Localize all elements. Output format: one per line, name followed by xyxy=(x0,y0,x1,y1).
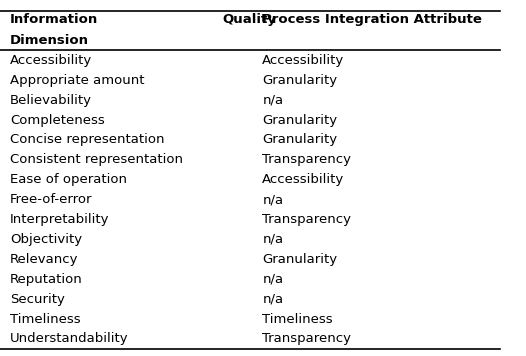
Text: Accessibility: Accessibility xyxy=(262,173,345,186)
Text: n/a: n/a xyxy=(262,233,284,246)
Text: Consistent representation: Consistent representation xyxy=(10,153,183,166)
Text: n/a: n/a xyxy=(262,273,284,286)
Text: Transparency: Transparency xyxy=(262,213,351,226)
Text: Transparency: Transparency xyxy=(262,333,351,345)
Text: Granularity: Granularity xyxy=(262,253,338,266)
Text: Accessibility: Accessibility xyxy=(10,54,92,67)
Text: n/a: n/a xyxy=(262,193,284,206)
Text: Process Integration Attribute: Process Integration Attribute xyxy=(262,13,482,26)
Text: Concise representation: Concise representation xyxy=(10,134,165,146)
Text: Granularity: Granularity xyxy=(262,134,338,146)
Text: Transparency: Transparency xyxy=(262,153,351,166)
Text: Granularity: Granularity xyxy=(262,114,338,127)
Text: Accessibility: Accessibility xyxy=(262,54,345,67)
Text: Timeliness: Timeliness xyxy=(10,313,80,325)
Text: n/a: n/a xyxy=(262,293,284,306)
Text: Reputation: Reputation xyxy=(10,273,83,286)
Text: Appropriate amount: Appropriate amount xyxy=(10,74,145,87)
Text: Information: Information xyxy=(10,13,98,26)
Text: Relevancy: Relevancy xyxy=(10,253,78,266)
Text: Granularity: Granularity xyxy=(262,74,338,87)
Text: Interpretability: Interpretability xyxy=(10,213,109,226)
Text: Dimension: Dimension xyxy=(10,34,89,47)
Text: Free-of-error: Free-of-error xyxy=(10,193,93,206)
Text: Objectivity: Objectivity xyxy=(10,233,82,246)
Text: Quality: Quality xyxy=(222,13,276,26)
Text: n/a: n/a xyxy=(262,94,284,107)
Text: Security: Security xyxy=(10,293,65,306)
Text: Understandability: Understandability xyxy=(10,333,129,345)
Text: Ease of operation: Ease of operation xyxy=(10,173,127,186)
Text: Completeness: Completeness xyxy=(10,114,105,127)
Text: Timeliness: Timeliness xyxy=(262,313,333,325)
Text: Believability: Believability xyxy=(10,94,92,107)
